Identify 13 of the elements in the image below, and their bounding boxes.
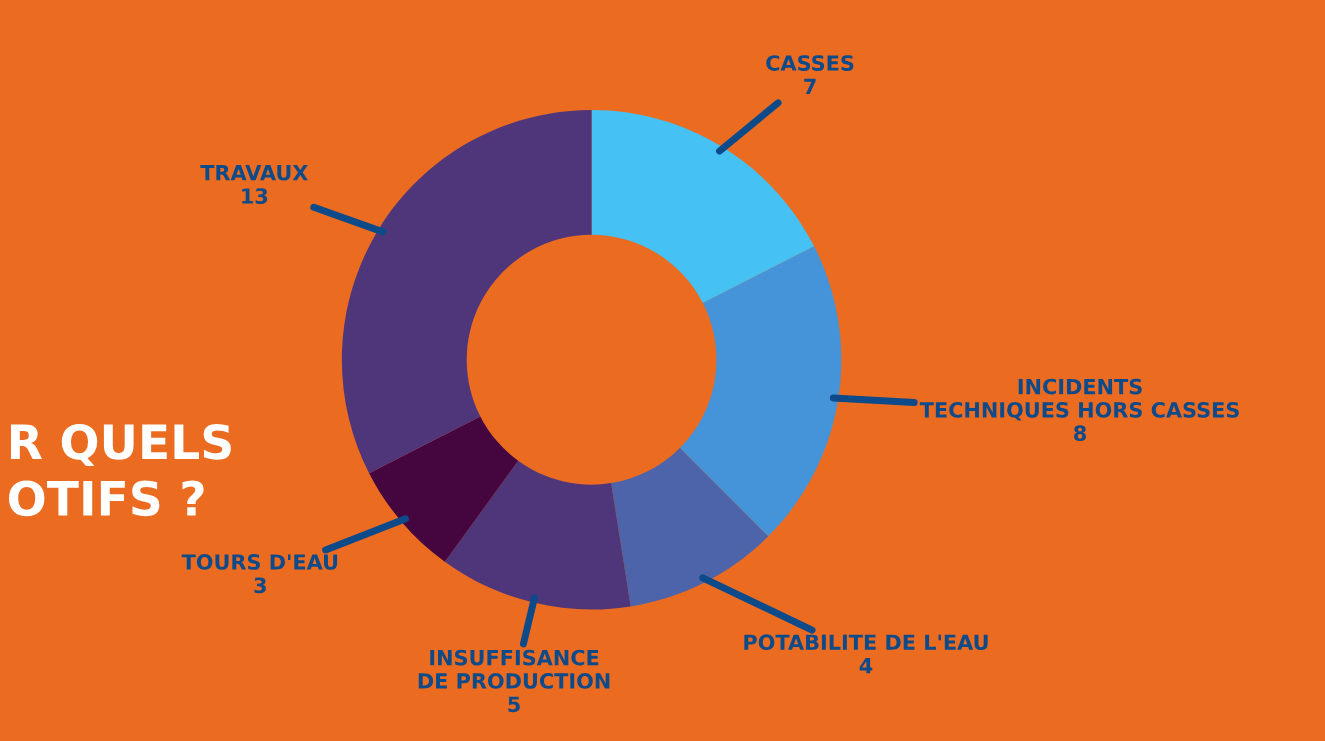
slice-label: INSUFFISANCE DE PRODUCTION xyxy=(418,649,610,689)
data-label: 5 xyxy=(508,696,520,713)
slice-label: TOURS D'EAU xyxy=(181,554,338,570)
slice-label: INCIDENTS TECHNIQUES HORS CASSES xyxy=(919,378,1239,421)
data-label: 7 xyxy=(804,78,816,94)
slice-label: POTABILITE DE L'EAU xyxy=(744,634,988,651)
data-label: 3 xyxy=(254,577,266,594)
text: R QUELS OTIFS ? xyxy=(8,423,231,517)
data-label: 8 xyxy=(1074,425,1086,442)
data-label: 13 xyxy=(242,188,268,204)
slice-label: TRAVAUX xyxy=(200,165,308,181)
slice-label: CASSES xyxy=(766,55,854,71)
data-label: 4 xyxy=(859,657,873,674)
